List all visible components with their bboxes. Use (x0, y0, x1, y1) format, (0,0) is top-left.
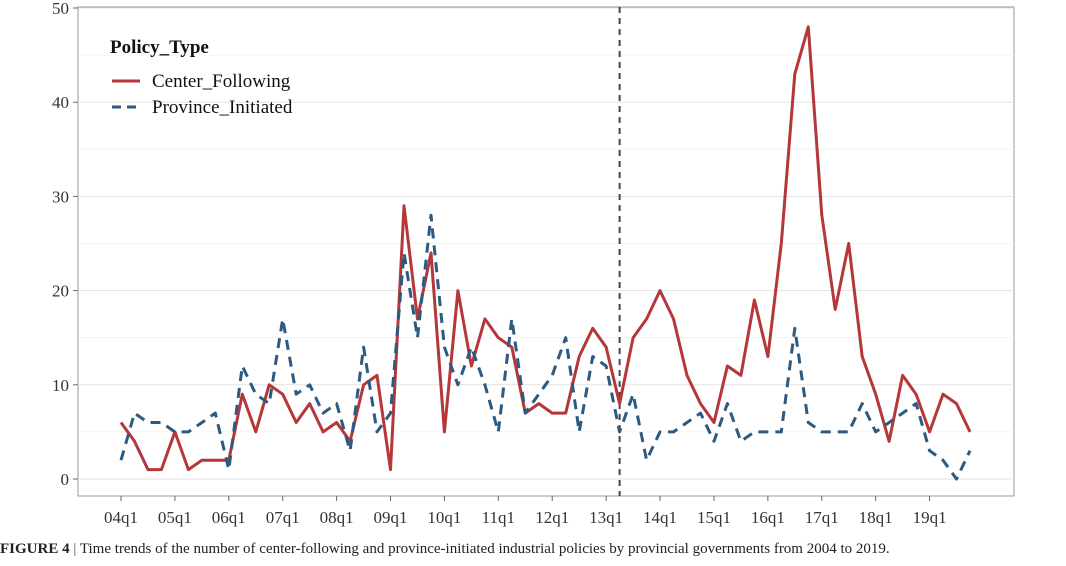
x-tick-label: 06q1 (212, 508, 246, 527)
y-tick-label: 50 (52, 0, 69, 18)
x-tick-label: 13q1 (589, 508, 623, 527)
y-tick-label: 30 (52, 187, 69, 206)
x-tick-label: 10q1 (427, 508, 461, 527)
y-tick-label: 10 (52, 376, 69, 395)
x-tick-label: 07q1 (266, 508, 300, 527)
x-tick-label: 18q1 (859, 508, 893, 527)
y-tick-label: 20 (52, 282, 69, 301)
series-lines (119, 25, 972, 481)
figure-caption: FIGURE 4 | Time trends of the number of … (0, 541, 1066, 558)
x-tick-label: 05q1 (158, 508, 192, 527)
legend-label-center-following: Center_Following (152, 71, 291, 92)
x-tick-label: 17q1 (805, 508, 839, 527)
x-tick-label: 08q1 (320, 508, 354, 527)
caption-text: Time trends of the number of center-foll… (79, 541, 890, 557)
x-tick-label: 16q1 (751, 508, 785, 527)
x-tick-label: 19q1 (913, 508, 947, 527)
line-chart: 0 10 20 30 40 50 04q1 05q1 06q1 07q1 08q1 09q1 10q1 1… (52, 0, 1015, 527)
x-tick-label: 04q1 (104, 508, 138, 527)
series-line-center-following (119, 25, 972, 472)
x-tick-label: 12q1 (535, 508, 569, 527)
legend-label-province-initiated: Province_Initiated (152, 97, 293, 118)
plot-panel (77, 6, 1015, 497)
series-line-province-initiated (119, 213, 972, 481)
axes: 0 10 20 30 40 50 04q1 05q1 06q1 07q1 08q1 09q1 10q1 1… (52, 0, 947, 527)
caption-figure-label: FIGURE 4 (0, 541, 70, 557)
legend: Policy_Type Center_Following Province_In… (110, 37, 293, 118)
y-tick-label: 0 (61, 470, 70, 489)
legend-title: Policy_Type (110, 37, 209, 58)
x-tick-label: 11q1 (482, 508, 515, 527)
y-tick-label: 40 (52, 93, 69, 112)
x-tick-label: 09q1 (374, 508, 408, 527)
caption-separator: | (73, 541, 77, 557)
x-tick-label: 15q1 (697, 508, 731, 527)
x-tick-label: 14q1 (643, 508, 677, 527)
